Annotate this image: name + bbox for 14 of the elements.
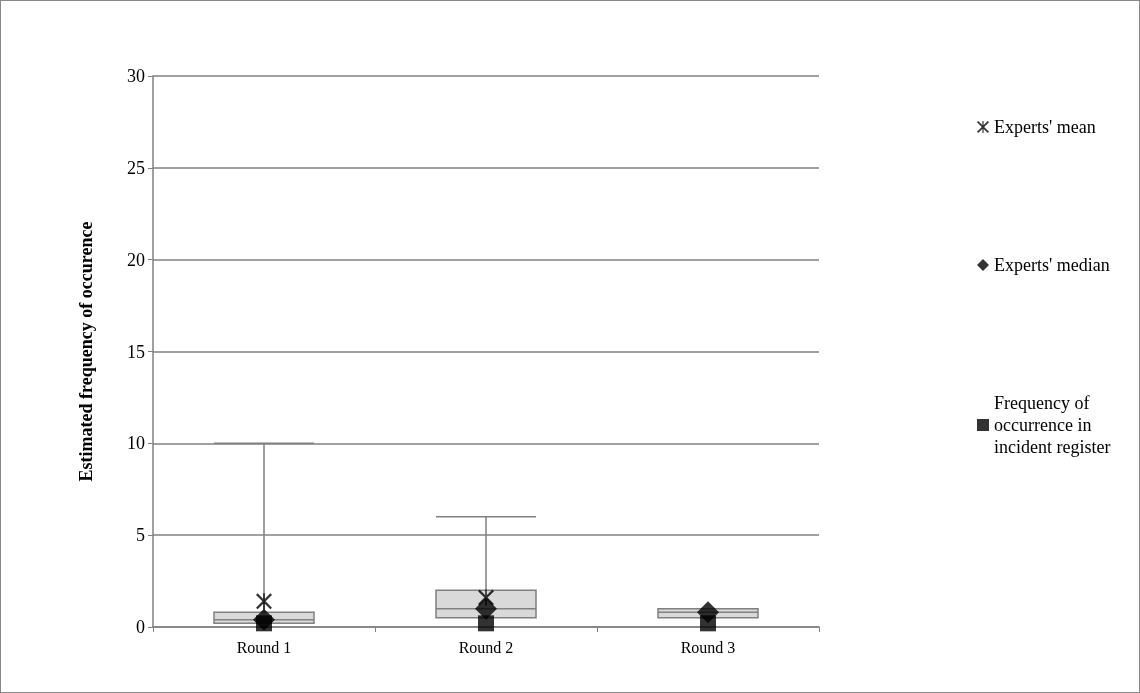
y-tick-label: 30: [127, 66, 145, 86]
y-tick-label: 25: [127, 157, 145, 178]
legend-label: Experts' median: [994, 255, 1110, 275]
legend-label: Frequency of occurrence in incident register: [994, 393, 1111, 457]
y-tick-label: 15: [127, 341, 145, 362]
y-axis-title: Estimated frequency of occurence: [76, 221, 96, 482]
x-tick-label: Round 1: [236, 638, 292, 656]
x-tick-label: Round 3: [680, 638, 736, 656]
y-tick-label: 5: [136, 525, 145, 546]
y-tick-label: 20: [127, 249, 145, 270]
legend-label: Experts' mean: [994, 117, 1096, 137]
x-tick-label: Round 2: [458, 638, 514, 656]
y-tick-label: 0: [136, 617, 145, 637]
y-tick-label: 10: [127, 433, 145, 454]
